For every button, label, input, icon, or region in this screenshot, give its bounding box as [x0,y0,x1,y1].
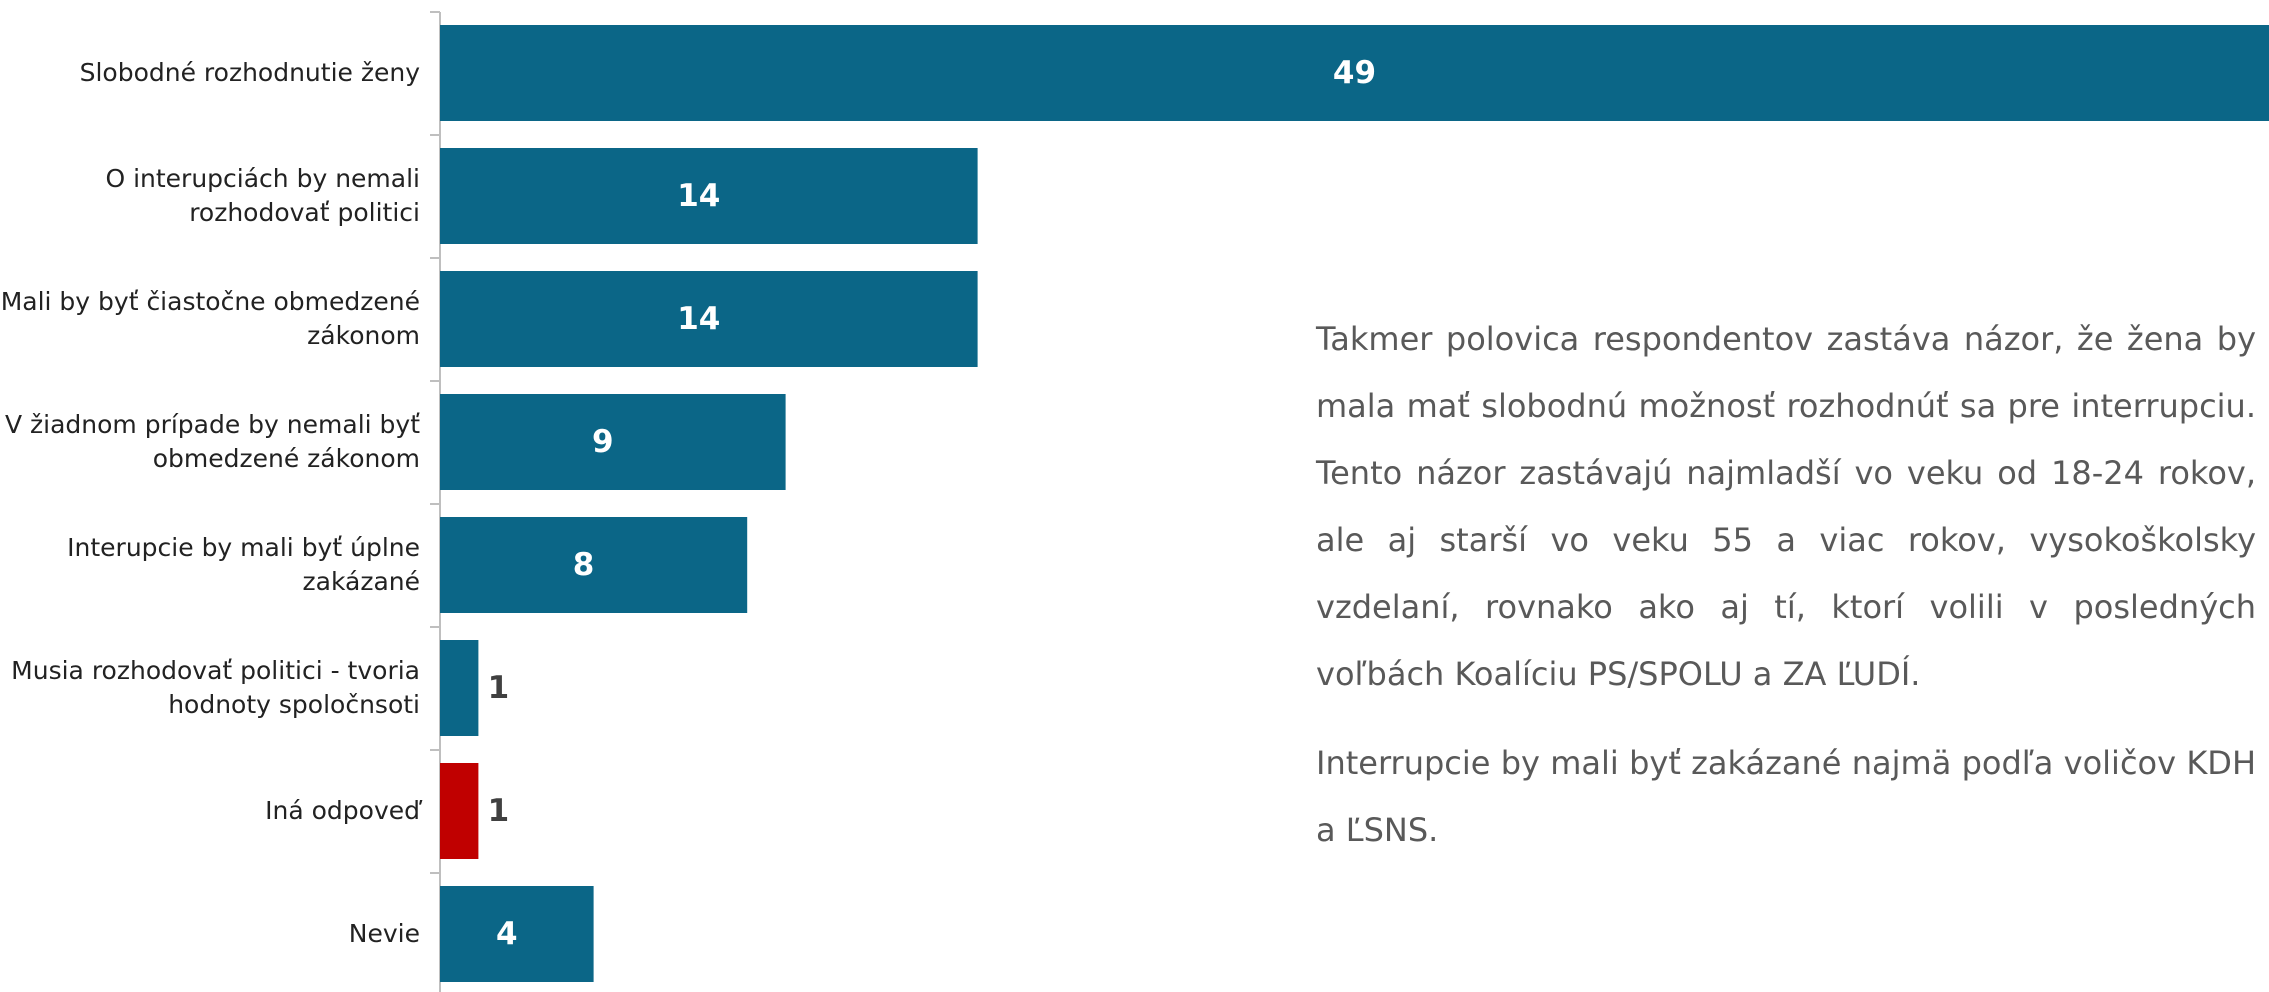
value-label: 9 [592,424,614,460]
value-label: 14 [677,178,721,214]
value-label: 8 [572,547,595,583]
value-label: 1 [487,670,510,706]
bar [440,394,786,490]
value-label: 1 [487,793,510,829]
category-label: Slobodné rozhodnutie ženy [79,58,420,87]
bar [440,148,978,244]
category-label: O interupciách by nemali rozhodovať poli… [105,164,420,227]
category-label: V žiadnom prípade by nemali byť obmedzen… [4,410,420,473]
bar [440,25,2269,121]
bar [440,271,978,367]
category-label: Iná odpoveď [265,796,420,825]
paragraph: Takmer polovica respondentov zastáva náz… [1316,320,2256,693]
bar [440,886,594,982]
category-label: Mali by byť čiastočne obmedzené zákonom [0,287,420,350]
paragraph: Interrupcie by mali byť zakázané najmä p… [1316,744,2256,849]
bar [440,640,479,736]
category-label: Interupcie by mali byť úplne zakázané [67,533,420,596]
bar [440,517,748,613]
category-label: Nevie [348,919,420,948]
value-label: 4 [496,916,518,952]
category-label: Musia rozhodovať politici - tvoria hodno… [11,656,420,719]
value-label: 14 [677,301,721,337]
bar [440,763,479,859]
commentary: Takmer polovica respondentov zastáva náz… [1316,306,2256,886]
value-label: 49 [1332,55,1377,91]
